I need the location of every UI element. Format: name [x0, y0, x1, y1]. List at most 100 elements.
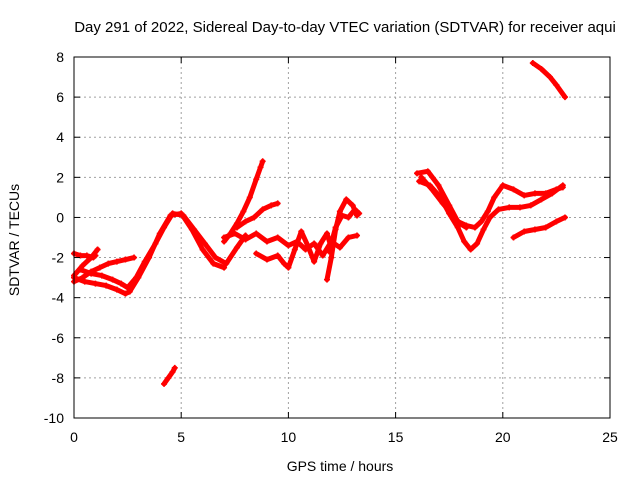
data-point	[165, 374, 172, 381]
data-point	[126, 288, 133, 295]
data-point	[199, 246, 206, 253]
y-tick-label: 6	[56, 89, 64, 105]
data-point	[354, 232, 361, 239]
data-point	[549, 190, 556, 197]
grid	[74, 57, 610, 418]
series-arc17	[529, 60, 568, 101]
y-tick-label: -10	[44, 410, 64, 426]
x-axis-label: GPS time / hours	[287, 458, 394, 474]
data-point	[98, 272, 105, 279]
data-point	[461, 238, 468, 245]
data-point	[521, 228, 528, 235]
data-point	[345, 214, 352, 221]
data-point	[122, 290, 129, 297]
data-point	[516, 204, 523, 211]
data-point	[553, 218, 560, 225]
data-point	[212, 254, 219, 261]
data-point	[122, 256, 129, 263]
series-arc5	[71, 246, 101, 279]
data-point	[416, 178, 423, 185]
data-point	[223, 260, 230, 267]
series-line	[161, 365, 178, 387]
data-point	[77, 252, 84, 259]
data-point	[285, 264, 292, 271]
data-point	[131, 254, 138, 261]
series-arc12	[326, 206, 363, 255]
data-point	[88, 270, 95, 277]
data-point	[263, 256, 270, 263]
x-tick-label: 20	[495, 429, 511, 445]
data-point	[448, 210, 455, 217]
data-point	[328, 254, 335, 261]
data-point	[221, 234, 228, 241]
data-point	[561, 214, 568, 221]
data-point	[113, 258, 120, 265]
data-point	[345, 234, 352, 241]
data-point	[332, 224, 339, 231]
data-point	[171, 364, 178, 371]
data-point	[169, 368, 176, 375]
data-point	[88, 254, 95, 261]
data-point	[246, 194, 253, 201]
data-point	[311, 258, 318, 265]
data-point	[274, 234, 281, 241]
x-tick-label: 5	[177, 429, 185, 445]
x-tick-label: 25	[602, 429, 618, 445]
data-point	[201, 240, 208, 247]
data-point	[180, 212, 187, 219]
series-arc7	[221, 158, 266, 245]
data-point	[253, 250, 260, 257]
data-point	[510, 186, 517, 193]
data-point	[118, 280, 125, 287]
data-point	[94, 246, 101, 253]
data-point	[253, 230, 260, 237]
data-point	[561, 94, 568, 101]
data-point	[233, 244, 240, 251]
data-point	[531, 226, 538, 233]
data-point	[499, 182, 506, 189]
data-point	[96, 264, 103, 271]
data-point	[463, 224, 470, 231]
data-point	[486, 214, 493, 221]
series-line	[221, 231, 360, 259]
data-point	[259, 206, 266, 213]
data-point	[83, 252, 90, 259]
data-point	[257, 164, 264, 171]
data-point	[484, 208, 491, 215]
y-axis-label: SDTVAR / TECUs	[6, 184, 22, 296]
data-point	[323, 276, 330, 283]
data-point	[233, 224, 240, 231]
data-point	[103, 282, 110, 289]
series-arc10	[253, 228, 335, 271]
data-point	[546, 74, 553, 81]
data-series	[71, 60, 568, 387]
series-arc16	[510, 214, 568, 241]
data-point	[418, 174, 425, 181]
data-point	[304, 242, 311, 249]
y-tick-label: -2	[52, 250, 65, 266]
data-point	[298, 228, 305, 235]
data-point	[113, 286, 120, 293]
y-tick-label: 0	[56, 209, 64, 225]
data-point	[356, 210, 363, 217]
data-point	[133, 274, 140, 281]
data-point	[414, 170, 421, 177]
data-point	[311, 240, 318, 247]
data-point	[141, 258, 148, 265]
y-tick-label: 2	[56, 169, 64, 185]
data-point	[531, 190, 538, 197]
data-point	[124, 284, 131, 291]
y-tick-label: -8	[52, 370, 65, 386]
data-point	[326, 248, 333, 255]
series-arc15	[418, 174, 470, 231]
data-point	[240, 208, 247, 215]
data-point	[79, 262, 86, 269]
data-point	[285, 242, 292, 249]
data-point	[336, 208, 343, 215]
series-line	[71, 247, 101, 279]
series-line	[418, 174, 469, 230]
data-point	[538, 66, 545, 73]
data-point	[169, 210, 176, 217]
y-tick-label: 4	[56, 129, 64, 145]
plot-frame	[73, 56, 611, 419]
